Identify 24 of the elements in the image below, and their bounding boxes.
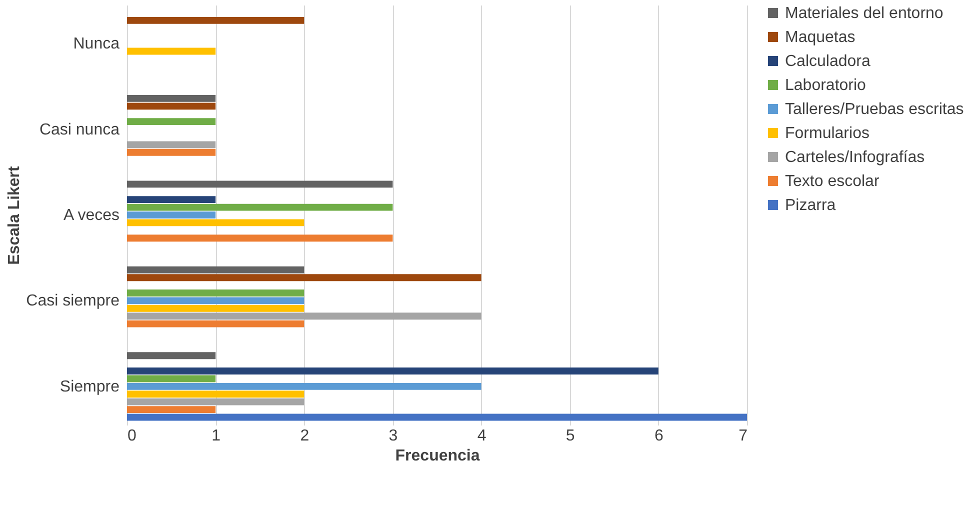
legend-label: Laboratorio	[785, 77, 866, 94]
legend-label: Pizarra	[785, 197, 836, 214]
x-tick-label: 7	[738, 428, 748, 444]
x-tick-label: 2	[300, 428, 310, 444]
legend-label: Maquetas	[785, 29, 856, 46]
y-tick-label: Casi siempre	[26, 292, 120, 310]
x-tick-label: 4	[477, 428, 486, 444]
y-tick-label: Siempre	[60, 378, 120, 396]
y-tick-label: Casi nunca	[39, 121, 120, 138]
legend-label: Carteles/Infografías	[785, 149, 925, 166]
legend-label: Texto escolar	[785, 173, 880, 190]
y-tick-label: A veces	[63, 207, 120, 224]
legend-label: Formularios	[785, 125, 870, 142]
x-axis-title: Frecuencia	[395, 448, 480, 464]
x-tick-label: 1	[212, 428, 221, 444]
y-axis-title: Escala Likert	[6, 165, 24, 265]
legend-label: Calculadora	[785, 53, 870, 70]
legend-label: Materiales del entorno	[785, 5, 944, 22]
y-tick-label: Nunca	[73, 36, 120, 53]
x-tick-label: 6	[654, 428, 664, 444]
x-tick-label: 3	[388, 428, 398, 444]
x-tick-label: 0	[128, 428, 136, 444]
legend-label: Talleres/Pruebas escritas	[785, 101, 964, 118]
x-tick-label: 5	[566, 428, 575, 444]
